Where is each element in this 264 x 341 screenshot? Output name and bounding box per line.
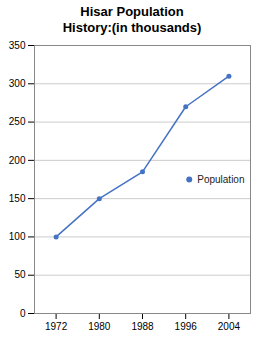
svg-text:Population: Population [197, 174, 244, 185]
html-text:Hisar Population History:(in t: Hisar Population History:(in thousands) [62, 4, 202, 35]
svg-text:150: 150 [9, 193, 26, 204]
svg-text:100: 100 [9, 231, 26, 242]
svg-text:50: 50 [14, 270, 26, 281]
svg-text:300: 300 [9, 78, 26, 89]
svg-text:1980: 1980 [88, 321, 111, 332]
svg-text:200: 200 [9, 155, 26, 166]
svg-text:350: 350 [9, 40, 26, 51]
svg-text:1988: 1988 [131, 321, 154, 332]
svg-text:250: 250 [9, 116, 26, 127]
svg-text:1996: 1996 [175, 321, 198, 332]
svg-text:2004: 2004 [218, 321, 241, 332]
svg-text:1972: 1972 [45, 321, 68, 332]
svg-text:0: 0 [20, 308, 26, 319]
